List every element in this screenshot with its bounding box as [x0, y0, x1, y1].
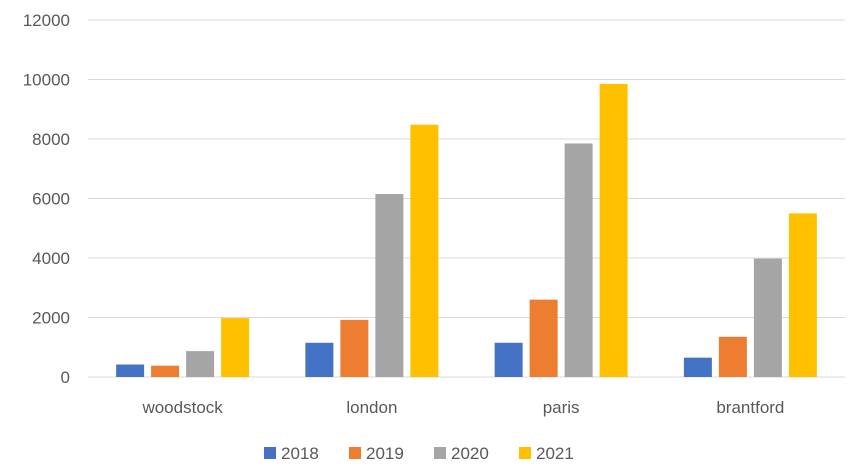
y-tick-label: 6000 — [32, 190, 70, 209]
bar-woodstock-2018 — [116, 364, 145, 377]
legend-label: 2020 — [451, 444, 489, 463]
y-axis-tick-labels: 0 2000 4000 6000 8000 10000 12000 — [23, 11, 70, 387]
bar-london-2019 — [340, 319, 369, 377]
bars — [116, 83, 817, 378]
legend-swatch-2019 — [349, 447, 361, 459]
legend-label: 2019 — [366, 444, 404, 463]
bar-paris-2021 — [599, 83, 628, 378]
x-axis-category-labels: woodstock london paris brantford — [141, 398, 784, 417]
legend-swatch-2018 — [264, 447, 276, 459]
bar-brantford-2018 — [683, 357, 712, 377]
bar-woodstock-2019 — [151, 365, 180, 377]
y-tick-label: 0 — [61, 368, 70, 387]
bar-london-2021 — [410, 124, 439, 377]
x-category-label: brantford — [716, 398, 784, 417]
bar-woodstock-2021 — [221, 318, 250, 377]
y-tick-label: 10000 — [23, 71, 70, 90]
y-tick-label: 2000 — [32, 309, 70, 328]
y-tick-label: 12000 — [23, 11, 70, 30]
x-category-label: london — [346, 398, 397, 417]
bar-brantford-2020 — [753, 258, 782, 377]
x-category-label: paris — [543, 398, 580, 417]
legend-label: 2021 — [536, 444, 574, 463]
legend-label: 2018 — [281, 444, 319, 463]
x-category-label: woodstock — [141, 398, 223, 417]
bar-paris-2018 — [494, 342, 523, 377]
y-tick-label: 8000 — [32, 130, 70, 149]
bar-woodstock-2020 — [186, 351, 215, 377]
bar-paris-2019 — [529, 299, 558, 377]
legend-swatch-2020 — [434, 447, 446, 459]
bar-brantford-2019 — [718, 336, 747, 377]
bar-london-2020 — [375, 194, 404, 377]
bar-brantford-2021 — [788, 213, 817, 377]
gridlines — [88, 19, 845, 378]
bar-london-2018 — [305, 342, 334, 377]
legend-swatch-2021 — [519, 447, 531, 459]
y-tick-label: 4000 — [32, 249, 70, 268]
bar-paris-2020 — [564, 143, 593, 377]
legend: 2018 2019 2020 2021 — [264, 444, 574, 463]
